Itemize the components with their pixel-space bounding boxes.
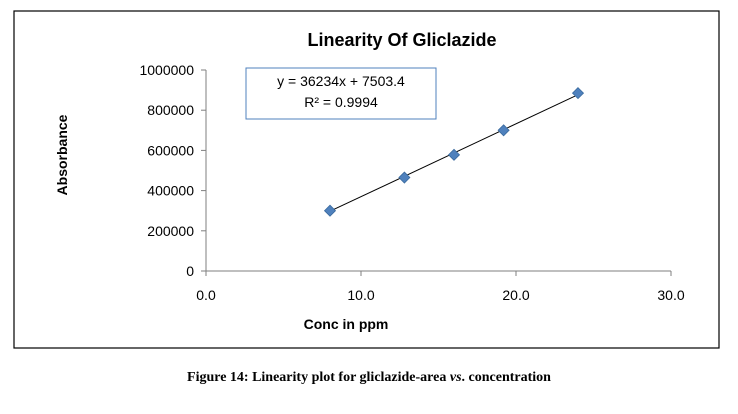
trendline-equation: y = 36234x + 7503.4 (277, 73, 405, 89)
trendline-r-squared: R² = 0.9994 (304, 94, 378, 110)
data-point (447, 148, 461, 161)
data-points (323, 87, 585, 217)
x-tick-label: 0.0 (196, 287, 216, 303)
chart: Linearity Of Gliclazide Absorbance Conc … (13, 10, 720, 349)
equation-box: y = 36234x + 7503.4 R² = 0.9994 (245, 67, 437, 120)
y-tick-label: 800000 (147, 102, 194, 118)
data-point (323, 204, 337, 217)
data-point (497, 124, 510, 137)
y-tick-label: 0 (186, 263, 194, 279)
x-tick-label: 30.0 (657, 287, 684, 303)
data-point (398, 171, 411, 184)
y-axis-ticks: 0 200000 400000 600000 800000 1000000 (139, 62, 206, 279)
y-tick-label: 400000 (147, 183, 194, 199)
x-tick-label: 20.0 (502, 287, 529, 303)
caption-text: Figure 14: Linearity plot for gliclazide… (187, 370, 450, 385)
x-axis-ticks: 0.0 10.0 20.0 30.0 (196, 271, 685, 303)
equation-box-frame (245, 67, 437, 120)
x-axis-label: Conc in ppm (304, 316, 389, 332)
data-point (571, 87, 585, 100)
x-tick-label: 10.0 (347, 287, 374, 303)
caption-italic-text: vs (449, 370, 462, 385)
chart-title: Linearity Of Gliclazide (307, 30, 496, 50)
chart-frame (13, 10, 720, 349)
y-tick-label: 200000 (147, 223, 194, 239)
y-axis-label: Absorbance (54, 114, 70, 195)
y-tick-label: 1000000 (139, 62, 194, 78)
y-tick-label: 600000 (147, 142, 194, 158)
caption-text-end: . concentration (461, 370, 551, 385)
figure-caption: Figure 14: Linearity plot for gliclazide… (0, 370, 738, 386)
